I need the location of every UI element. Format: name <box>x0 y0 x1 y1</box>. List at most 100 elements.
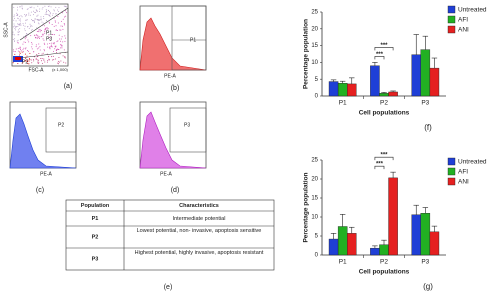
event <box>12 26 14 28</box>
event <box>28 41 30 43</box>
event <box>38 62 40 64</box>
event <box>44 31 46 33</box>
event <box>34 34 36 36</box>
event <box>34 18 36 20</box>
event <box>54 42 56 44</box>
event <box>39 49 41 51</box>
significance-label: *** <box>376 162 384 168</box>
event <box>40 18 42 20</box>
table-cell: Intermediate potential <box>173 216 226 222</box>
event <box>14 53 16 55</box>
histogram <box>139 17 207 71</box>
event <box>24 53 26 55</box>
event <box>41 62 43 64</box>
event <box>19 52 21 54</box>
event <box>65 10 67 12</box>
event <box>24 30 26 32</box>
event <box>15 20 17 22</box>
event <box>17 39 19 41</box>
event <box>39 31 41 33</box>
event <box>32 14 34 16</box>
gate-line <box>19 51 69 59</box>
event <box>48 14 50 16</box>
event <box>15 48 17 50</box>
event <box>55 46 57 48</box>
event <box>17 62 19 64</box>
y-tick-label: 10 <box>311 215 318 221</box>
event <box>27 8 29 10</box>
event <box>55 13 57 15</box>
event <box>49 12 51 14</box>
event <box>12 33 14 35</box>
event <box>17 14 19 16</box>
event <box>49 11 51 13</box>
event <box>46 20 48 22</box>
x-axis-label: Cell populations <box>359 269 410 276</box>
event <box>46 26 48 28</box>
event <box>52 55 54 57</box>
event <box>42 22 44 24</box>
event <box>37 18 39 20</box>
event <box>44 61 46 63</box>
event <box>52 13 54 15</box>
event <box>37 14 39 16</box>
event <box>52 34 54 36</box>
legend-swatch <box>447 15 456 24</box>
event <box>37 22 39 24</box>
event <box>24 38 26 40</box>
event <box>19 31 21 33</box>
event <box>18 34 20 36</box>
event <box>34 11 36 13</box>
scatter-events <box>12 5 68 65</box>
legend-label: Untreated <box>458 7 487 14</box>
event <box>47 28 49 30</box>
event <box>42 35 44 37</box>
event <box>25 14 27 16</box>
event <box>49 47 51 49</box>
event <box>44 5 46 7</box>
event <box>42 6 44 8</box>
event <box>60 40 62 42</box>
y-tick-label: 0 <box>315 253 319 259</box>
event <box>14 38 16 40</box>
event <box>28 63 30 65</box>
event <box>17 17 19 19</box>
event <box>49 59 51 61</box>
table-header: Characteristics <box>179 203 219 209</box>
y-tick-label: 0 <box>315 94 319 100</box>
event <box>58 34 60 36</box>
event <box>35 9 37 11</box>
event <box>65 15 67 17</box>
table-header: Population <box>81 203 110 209</box>
y-axis-label: Percentage population <box>303 19 310 89</box>
event <box>48 34 50 36</box>
event <box>27 59 29 61</box>
event <box>65 6 67 8</box>
event <box>38 43 40 45</box>
event <box>50 6 52 8</box>
event <box>24 15 26 17</box>
table-cell: Lowest potential, non- invasive, apoptos… <box>137 228 262 234</box>
event <box>22 43 24 45</box>
event <box>50 36 52 38</box>
event <box>16 40 18 42</box>
event <box>24 25 26 27</box>
event <box>27 39 29 41</box>
significance-label: *** <box>380 43 388 49</box>
event <box>36 48 38 50</box>
event <box>17 34 19 36</box>
gate <box>169 107 207 153</box>
event <box>20 22 22 24</box>
event <box>19 24 21 26</box>
event <box>35 44 37 46</box>
event <box>30 11 32 13</box>
significance-bracket <box>374 56 385 60</box>
event <box>32 20 34 22</box>
event <box>43 16 45 18</box>
event <box>23 47 25 49</box>
event <box>39 46 41 48</box>
event <box>50 44 52 46</box>
event <box>52 59 54 61</box>
event <box>20 24 22 26</box>
